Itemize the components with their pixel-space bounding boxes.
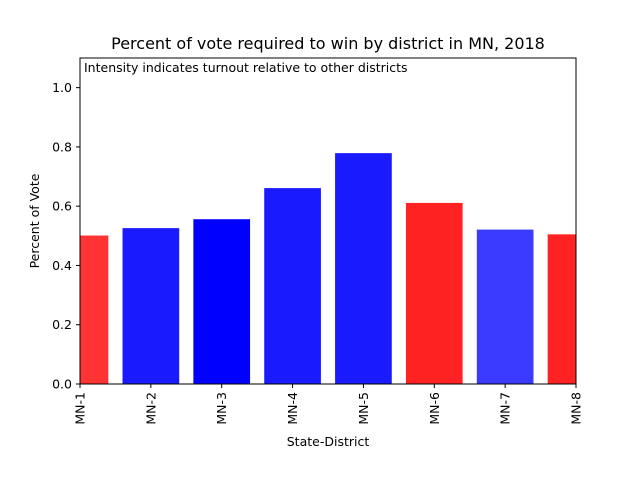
y-tick-label: 0.6: [52, 199, 72, 214]
x-tick-label-mn-1: MN-1: [73, 392, 88, 425]
bar-mn-4: [264, 188, 321, 384]
y-tick-label: 0.0: [52, 377, 72, 392]
bars: [80, 153, 576, 384]
bar-mn-1: [80, 235, 109, 384]
x-tick-label-mn-8: MN-8: [569, 392, 584, 425]
y-axis: 0.0 0.2 0.4 0.6 0.8 1.0: [52, 80, 80, 392]
bar-mn-6: [405, 202, 463, 384]
bar-mn-2: [122, 228, 180, 384]
x-tick-label-mn-5: MN-5: [356, 392, 371, 425]
x-tick-label-mn-4: MN-4: [285, 392, 300, 425]
x-tick-label-mn-6: MN-6: [427, 392, 442, 425]
chart-title: Percent of vote required to win by distr…: [111, 34, 545, 53]
bar-mn-5: [335, 153, 392, 384]
y-axis-label: Percent of Vote: [27, 173, 42, 268]
x-tick-label-mn-2: MN-2: [143, 392, 158, 425]
y-tick-label: 0.4: [52, 258, 72, 273]
bar-mn-3: [193, 219, 251, 384]
y-tick-label: 0.8: [52, 139, 72, 154]
x-tick-label-mn-7: MN-7: [498, 392, 513, 425]
chart-annotation: Intensity indicates turnout relative to …: [84, 60, 408, 75]
x-axis: MN-1 MN-2 MN-3 MN-4 MN-5 MN-6 MN-7 MN-8: [73, 384, 584, 425]
y-tick-label: 0.2: [52, 317, 72, 332]
plot-frame: [79, 57, 577, 385]
bar-mn-7: [476, 229, 534, 384]
x-tick-label-mn-3: MN-3: [214, 392, 229, 425]
y-tick-label: 1.0: [52, 80, 72, 95]
bar-mn-8: [547, 234, 576, 384]
x-axis-label: State-District: [287, 434, 370, 449]
